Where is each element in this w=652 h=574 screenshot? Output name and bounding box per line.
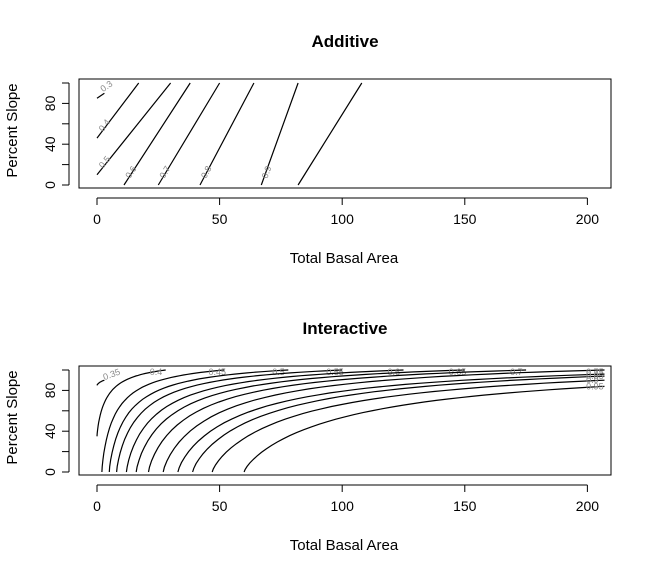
contour-line	[96, 82, 140, 139]
contour-label: 0.9	[586, 375, 599, 385]
contour-label: 0.75	[586, 367, 604, 377]
y-axis-label: Percent Slope	[4, 370, 21, 464]
contour-line	[243, 385, 605, 473]
x-tick-label: 0	[93, 498, 101, 514]
contour-line	[297, 82, 363, 186]
x-tick-label: 200	[576, 498, 600, 514]
contour-label: 0.35	[102, 367, 122, 382]
contour-line	[125, 369, 404, 473]
contour-label: 0.7	[157, 164, 172, 180]
x-tick-label: 0	[93, 211, 101, 227]
y-axis: 0 40 80	[42, 369, 70, 476]
contour-label: 0.4	[150, 367, 163, 377]
x-axis: 0 50 100 150 200	[93, 197, 600, 227]
y-tick-label: 80	[42, 382, 58, 398]
contour-label: 0.45	[209, 367, 227, 377]
contour-line	[211, 379, 605, 473]
contour-line	[199, 82, 255, 186]
y-tick-label: 0	[42, 468, 58, 476]
contour-label: 0.7	[510, 367, 523, 377]
plot-frame	[78, 78, 612, 189]
contour-label: 0.8	[586, 369, 599, 379]
contour-line	[260, 82, 299, 186]
x-tick-label: 100	[331, 498, 355, 514]
contour-line	[177, 373, 605, 473]
contour-label: 0.5	[97, 154, 113, 170]
y-axis-label: Percent Slope	[4, 83, 21, 177]
contour-label: 0.55	[326, 367, 344, 377]
plot-frame	[78, 365, 612, 476]
y-tick-label: 40	[42, 423, 58, 439]
x-tick-label: 50	[212, 211, 228, 227]
contour-line	[101, 369, 225, 473]
x-tick-label: 150	[453, 498, 477, 514]
chart-title: Interactive	[302, 319, 387, 338]
contour-line	[192, 375, 605, 473]
contour-lines: 0.30.40.50.6 0.7 0.8 0.9	[96, 79, 363, 186]
contour-line	[96, 379, 105, 386]
contour-line	[147, 369, 527, 473]
contour-line	[162, 369, 605, 473]
x-axis-label: Total Basal Area	[290, 537, 399, 554]
contour-label: 0.3	[98, 79, 114, 94]
x-tick-label: 200	[576, 211, 600, 227]
contour-line	[135, 369, 465, 473]
y-tick-label: 40	[42, 136, 58, 152]
contour-line	[96, 82, 172, 176]
contour-line	[96, 369, 166, 437]
contour-label: 0.85	[586, 371, 604, 381]
contour-line	[123, 82, 191, 186]
contour-label: 0.4	[97, 117, 113, 133]
contour-lines: 0.35 0.4 0.45 0.5 0.55 0.6 0.65 0.7 0.750.80.850…	[96, 367, 605, 473]
contour-label: 0.5	[272, 367, 285, 377]
chart-title: Additive	[311, 32, 378, 51]
x-axis-label: Total Basal Area	[290, 250, 399, 267]
contour-line	[157, 82, 221, 186]
y-tick-label: 80	[42, 95, 58, 111]
x-tick-label: 100	[331, 211, 355, 227]
contour-line	[96, 92, 105, 99]
y-axis: 0 40 80	[42, 82, 70, 189]
contour-label: 0.95	[586, 381, 604, 391]
x-tick-label: 150	[453, 211, 477, 227]
y-tick-label: 0	[42, 181, 58, 189]
contour-label: 0.9	[260, 165, 274, 180]
contour-line	[108, 369, 289, 473]
contour-label: 0.8	[199, 164, 214, 180]
x-axis: 0 50 100 150 200	[93, 484, 600, 514]
x-tick-label: 50	[212, 498, 228, 514]
contour-line	[116, 369, 343, 473]
contour-label: 0.6	[388, 367, 401, 377]
